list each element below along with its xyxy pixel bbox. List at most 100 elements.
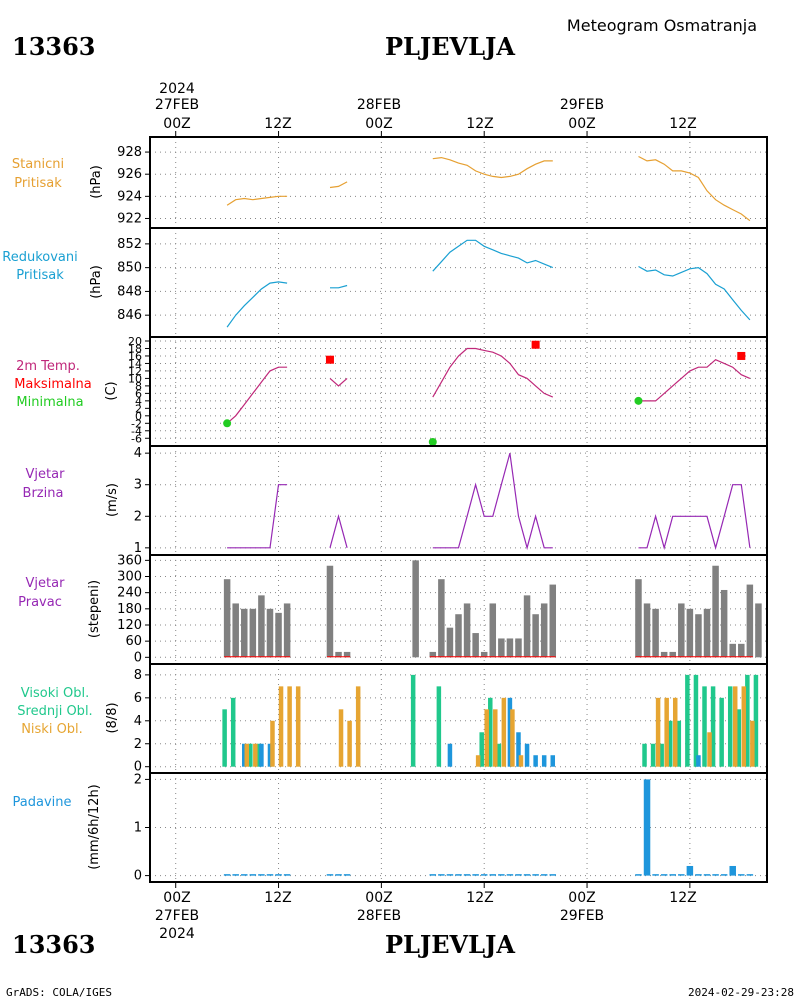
wind-dir-bar <box>738 643 745 658</box>
top-tick-label-3: 00Z <box>365 116 392 132</box>
y-tick-label: 300 <box>117 570 142 585</box>
bottom-tick-label-6: 12Z <box>669 890 696 906</box>
panel-frame <box>149 227 768 338</box>
wind-dir-bar <box>506 638 514 658</box>
panel-station_pressure: 922 924 926 928 <box>117 136 768 229</box>
cloud-bar <box>501 697 507 767</box>
wind-dir-bar <box>335 651 342 658</box>
precip-bar <box>523 874 531 876</box>
y-tick-label: 846 <box>117 308 142 323</box>
wind-dir-bar <box>712 565 719 658</box>
precip-bar <box>738 874 745 876</box>
wind-dir-bar <box>258 595 265 658</box>
wind-direction-ylabel: (stepeni) <box>87 580 102 638</box>
wind-dir-bar <box>343 651 351 658</box>
meteogram-subtitle: Meteogram Osmatranja <box>567 16 757 35</box>
cloud-bar <box>253 743 258 767</box>
precip-bar <box>498 874 505 876</box>
top-tick-label-2: 12Z <box>264 116 291 132</box>
y-axis-units: (hPa) (hPa) (C) (m/s) (stepeni) (8/8) (m… <box>87 165 120 870</box>
precip-bar <box>669 874 676 876</box>
y-tick-label: 924 <box>117 189 142 204</box>
cloud-bar <box>267 743 273 767</box>
cloud-bar <box>655 697 661 767</box>
y-tick-label: 0 <box>135 410 142 423</box>
cloud-bar <box>493 709 498 767</box>
top-tick-label-4: 12Z <box>466 116 493 132</box>
temperature-series-line <box>432 347 554 398</box>
cloud-bar <box>516 732 521 767</box>
top-tick-label-1: 00Z <box>163 116 190 132</box>
time-axis-ticks <box>175 131 691 888</box>
bottom-date-label-2: 28FEB <box>357 908 401 924</box>
precip-bar <box>326 874 334 876</box>
wind-dir-bar <box>729 643 736 658</box>
precip-bar <box>335 874 342 876</box>
y-tick-label: 922 <box>117 211 142 226</box>
precip-bar <box>241 874 248 876</box>
bottom-tick-label-1: 00Z <box>163 890 190 906</box>
wind-direction-label-2: Pravac <box>18 595 62 610</box>
min-temp-marker <box>223 419 232 428</box>
bottom-date-label-3: 29FEB <box>560 908 604 924</box>
cloud-bar <box>707 732 712 767</box>
station_pressure-series-line <box>226 195 288 206</box>
y-tick-label: 240 <box>117 586 142 601</box>
precip-bar <box>489 874 497 876</box>
wind-dir-bar <box>463 603 471 658</box>
reduced_pressure-series-line <box>226 281 288 328</box>
max-temp-marker <box>325 355 334 364</box>
wind-dir-bar <box>652 608 659 658</box>
wind_speed-series-line <box>329 514 348 548</box>
wind-dir-bar <box>678 603 685 658</box>
top-date-label-3: 29FEB <box>560 97 604 113</box>
precip-bar <box>438 874 445 876</box>
panel-labels: Stanicni Pritisak Redukovani Pritisak 2m… <box>2 157 92 810</box>
cloud-bar <box>541 755 547 767</box>
precip-bar <box>686 865 694 876</box>
panel-frame <box>149 336 768 447</box>
y-tick-label: 8 <box>134 668 142 683</box>
cloud-bar <box>685 674 690 767</box>
precip-bar <box>712 874 719 876</box>
station-pressure-ylabel: (hPa) <box>89 165 104 199</box>
cloud-bar <box>672 697 678 767</box>
cloud-bar <box>484 709 489 767</box>
wind-dir-bar <box>429 651 437 658</box>
cloud-bar <box>524 743 530 767</box>
bottom-tick-label-3: 00Z <box>365 890 392 906</box>
cloud-bar <box>510 709 515 767</box>
wind-dir-bar <box>523 595 531 658</box>
wind-dir-bar <box>669 651 676 658</box>
cloud-bar <box>222 709 227 767</box>
top-year-label: 2024 <box>159 81 195 97</box>
precip-bar <box>275 874 282 876</box>
wind-dir-bar <box>746 584 754 658</box>
max-temp-marker <box>531 340 540 349</box>
precip-bar <box>455 874 462 876</box>
wind-dir-bar <box>720 589 728 658</box>
cloud-bar <box>496 743 502 767</box>
wind-direction-label-1: Vjetar <box>26 576 66 591</box>
station-name-top: PLJEVLJA <box>385 32 515 61</box>
reduced-pressure-label-1: Redukovani <box>2 250 77 265</box>
precip-bar <box>472 874 479 876</box>
y-tick-label: 3 <box>134 478 142 493</box>
precip-label: Padavine <box>13 795 72 810</box>
cloud-bar <box>256 743 262 767</box>
bottom-year-label: 2024 <box>159 926 195 942</box>
cloud-bar <box>278 686 284 767</box>
cloud-bar <box>347 720 352 767</box>
reduced_pressure-series-line <box>432 239 554 272</box>
cloud-bar <box>550 755 556 767</box>
wind-dir-bar <box>446 627 454 658</box>
station-id-top: 13363 <box>12 32 96 61</box>
precip-bar <box>695 874 702 876</box>
y-tick-label: 928 <box>117 145 142 160</box>
cloud-bar <box>659 743 664 767</box>
y-tick-label: 120 <box>117 618 142 633</box>
cloud-bar <box>719 697 724 767</box>
wind-dir-bar <box>438 579 445 658</box>
cloud-bar <box>667 720 673 767</box>
